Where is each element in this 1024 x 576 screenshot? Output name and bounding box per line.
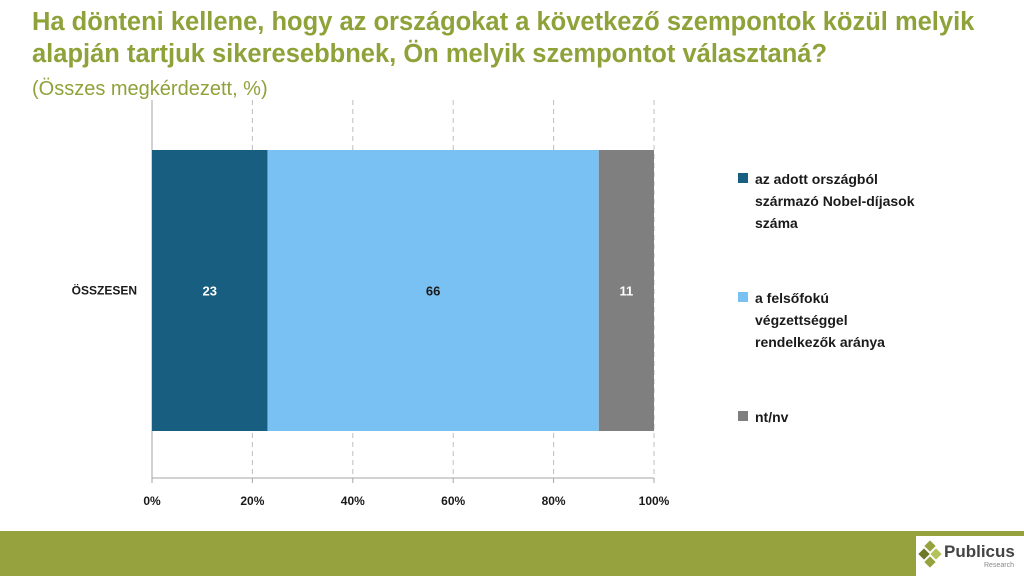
logo-subtitle: Research [984, 562, 1014, 569]
legend-swatch-nobel [738, 173, 748, 183]
bar-segment [598, 150, 654, 431]
legend-item-nt-nv: nt/nv [738, 406, 915, 428]
legend-label-nobel: az adott országból származó Nobel-díjaso… [755, 171, 915, 231]
publicus-logo: Publicus Research [916, 536, 1024, 576]
x-tick-label: 100% [639, 494, 670, 508]
x-tick-label: 20% [240, 494, 264, 508]
category-label: ÖSSZESEN [72, 283, 137, 298]
footer-bar [0, 531, 1024, 576]
logo-name: Publicus [944, 542, 1015, 561]
bar-segment [267, 150, 599, 431]
chart-title: Ha dönteni kellene, hogy az országokat a… [32, 8, 975, 68]
data-label: 11 [620, 284, 634, 299]
legend-swatch-nt-nv [738, 411, 748, 421]
legend-swatch-higher-education [738, 292, 748, 302]
data-label: 23 [202, 284, 216, 299]
x-tick-label: 80% [542, 494, 566, 508]
chart-subtitle: (Összes megkérdezett, %) [32, 78, 268, 100]
bar-segment [152, 150, 268, 431]
x-tick-label: 60% [441, 494, 465, 508]
x-tick-label: 40% [341, 494, 365, 508]
legend-item-higher-education: a felsőfokú végzettséggel rendelkezők ar… [738, 287, 915, 353]
legend-label-nt-nv: nt/nv [755, 409, 789, 425]
legend-label-higher-education: a felsőfokú végzettséggel rendelkezők ar… [755, 290, 885, 350]
stacked-bar-chart: 0% 20% 40% 60% 80% 100% ÖSSZESEN 23 66 11 [72, 100, 670, 508]
diamond-logo-icon [918, 540, 942, 568]
legend-item-nobel: az adott országból származó Nobel-díjaso… [738, 168, 915, 234]
data-label: 66 [426, 284, 440, 299]
x-tick-label: 0% [143, 494, 161, 508]
